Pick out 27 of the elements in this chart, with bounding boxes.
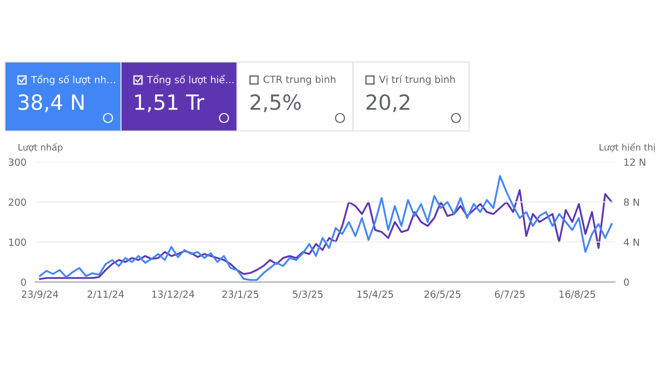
x-tick-label: 23/9/24 xyxy=(22,290,58,299)
text: CTR trung bình xyxy=(264,75,336,85)
x-tick-label: 6/7/25 xyxy=(494,290,525,299)
y-tick-label: 300 xyxy=(8,158,26,166)
text: 20,2 xyxy=(366,94,410,112)
x-tick-label: 5/3/25 xyxy=(292,290,323,299)
y2-tick-label: 0 xyxy=(624,278,629,286)
x-tick-label: 15/4/25 xyxy=(357,290,394,299)
y2-axis-title: Lượt hiển thị xyxy=(600,142,655,152)
y-axis-title: Lượt nhấp xyxy=(18,142,62,152)
text: 2,5% xyxy=(250,94,301,112)
y2-tick-label: 12 N xyxy=(624,158,646,166)
text: 1,51 Tr xyxy=(135,94,204,112)
text: Vị trí trung bình xyxy=(379,75,455,85)
x-tick-label: 13/12/24 xyxy=(152,290,194,299)
y-tick-label: 100 xyxy=(9,238,26,246)
x-tick-label: 16/8/25 xyxy=(560,290,596,299)
x-tick-label: 23/1/25 xyxy=(222,290,258,299)
y-tick-label: 200 xyxy=(8,198,26,206)
y-tick-label: 0 xyxy=(21,278,26,286)
y2-tick-label: 8 N xyxy=(624,198,639,206)
y2-tick-label: 4 N xyxy=(624,238,639,246)
text: 38,4 N xyxy=(18,94,84,112)
x-tick-label: 26/5/25 xyxy=(424,290,460,299)
text: Tổng số lượt hiể… xyxy=(146,74,234,86)
text: Tổng số lượt nh… xyxy=(30,74,116,86)
x-tick-label: 2/11/24 xyxy=(88,290,124,299)
